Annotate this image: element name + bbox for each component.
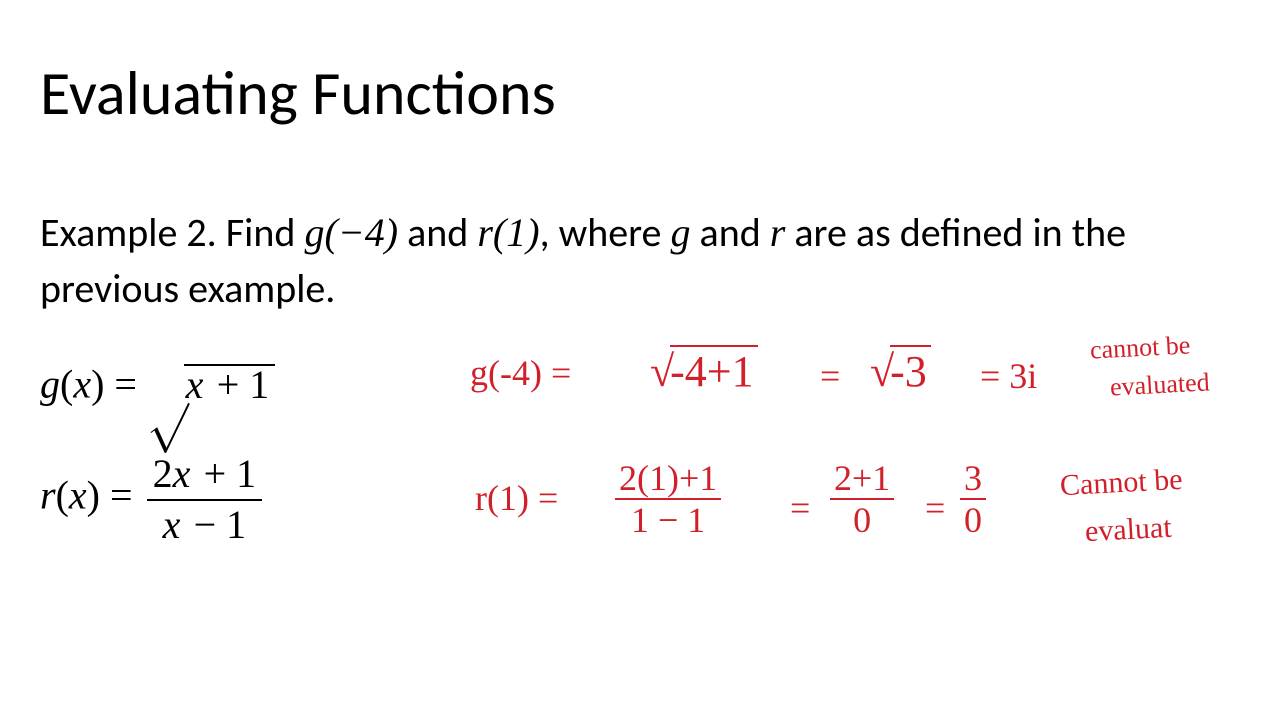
hand-g-sqrt1: √-4+1 [650, 350, 758, 394]
hand-r-lhs: r(1) = [475, 480, 558, 516]
hand-r-num3: 3 [960, 460, 986, 498]
hand-r-num2: 2+1 [830, 460, 894, 498]
r-definition: r(x) = 2x + 1 x − 1 [40, 450, 266, 550]
hand-r-frac2: 2+1 0 [830, 460, 894, 538]
fraction: 2x + 1 x − 1 [147, 450, 263, 550]
example-prompt: Example 2. Find g(−4) and r(1), where g … [40, 205, 1240, 317]
prompt-r-call: r(1) [477, 210, 539, 255]
hand-r-eq2: = [925, 490, 945, 526]
hand-g-note1: cannot be [1089, 332, 1191, 363]
hand-r-frac1: 2(1)+1 1 − 1 [615, 460, 721, 538]
prompt-g: g [670, 210, 690, 255]
hand-r-den3: 0 [960, 498, 986, 538]
hand-r-note1: Cannot be [1059, 465, 1183, 501]
prompt-lead: Example 2. Find [40, 208, 304, 257]
prompt-mid: , where [540, 208, 671, 257]
hand-g-arg2: -3 [890, 345, 931, 396]
page-title: Evaluating Functions [40, 55, 556, 131]
hand-g-eq2: = 3i [980, 358, 1037, 394]
slide: Evaluating Functions Example 2. Find g(−… [0, 0, 1280, 720]
prompt-r: r [770, 210, 786, 255]
hand-g-lhs: g(-4) = [470, 355, 571, 391]
prompt-g-call: g(−4) [304, 210, 398, 255]
hand-r-frac3: 3 0 [960, 460, 986, 538]
hand-g-arg1: -4+1 [670, 345, 757, 396]
hand-r-eq1: = [790, 490, 810, 526]
hand-g-eq1: = [820, 358, 840, 394]
g-definition: g(x) = √x + 1 [40, 360, 275, 420]
prompt-and2: and [690, 208, 769, 257]
hand-r-den2: 0 [830, 498, 894, 538]
hand-r-note2: evaluat [1084, 513, 1172, 547]
hand-g-note2: evaluated [1109, 369, 1210, 400]
hand-g-sqrt2: √-3 [870, 350, 931, 394]
sqrt-icon: √x + 1 [147, 360, 275, 420]
hand-r-den1: 1 − 1 [615, 498, 721, 538]
hand-r-num1: 2(1)+1 [615, 460, 721, 498]
prompt-and: and [398, 208, 477, 257]
